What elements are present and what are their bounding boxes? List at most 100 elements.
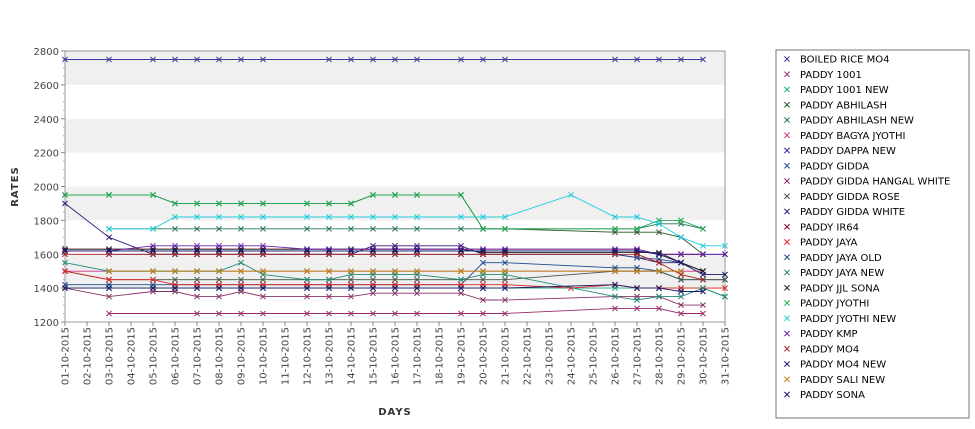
- data-point: [172, 200, 178, 207]
- data-point: [62, 268, 68, 275]
- data-point: [326, 214, 332, 220]
- data-point: [392, 247, 398, 254]
- data-point: [722, 251, 728, 258]
- data-point: [326, 310, 332, 317]
- legend-item: PADDY GIDDA WHITE: [784, 207, 905, 218]
- data-point: [502, 214, 508, 220]
- data-point: [458, 310, 464, 317]
- data-point: [502, 268, 508, 275]
- y-axis-title: RATES: [10, 166, 21, 207]
- data-point: [260, 200, 266, 207]
- data-point: [348, 214, 354, 220]
- data-point: [370, 310, 376, 317]
- data-point: [238, 200, 244, 207]
- data-point: [480, 259, 486, 266]
- data-point: [260, 285, 266, 292]
- data-point: [348, 247, 354, 254]
- x-tick-label: 09-10-2015: [237, 327, 248, 385]
- legend-marker: [784, 300, 790, 306]
- legend-marker: [784, 223, 790, 230]
- data-point: [612, 225, 618, 232]
- data-point: [502, 276, 508, 283]
- data-point: [216, 247, 222, 254]
- data-point: [172, 268, 178, 275]
- legend-item: PADDY ABHILASH NEW: [784, 116, 914, 127]
- data-point: [150, 268, 156, 275]
- data-point: [458, 290, 464, 297]
- data-point: [348, 310, 354, 317]
- data-point: [216, 310, 222, 317]
- series-16: [62, 192, 706, 232]
- data-point: [326, 276, 332, 283]
- legend-marker: [784, 254, 790, 261]
- data-point: [194, 56, 200, 63]
- data-point: [700, 271, 706, 278]
- data-point: [348, 276, 354, 283]
- x-tick-label: 02-10-2015: [83, 327, 94, 385]
- data-point: [678, 302, 684, 309]
- data-point: [62, 259, 68, 266]
- data-point: [634, 247, 640, 254]
- legend-marker: [784, 178, 790, 184]
- grid-band: [65, 51, 725, 85]
- data-point: [502, 297, 508, 303]
- data-point: [216, 200, 222, 207]
- data-point: [260, 276, 266, 283]
- data-point: [458, 276, 464, 283]
- data-point: [106, 293, 112, 300]
- data-point: [392, 192, 398, 198]
- series-21: [106, 268, 684, 275]
- data-point: [502, 259, 508, 266]
- x-tick-label: 07-10-2015: [193, 327, 204, 385]
- data-point: [722, 285, 728, 292]
- data-point: [722, 276, 728, 283]
- legend-marker: [784, 391, 790, 398]
- data-point: [194, 293, 200, 300]
- data-point: [348, 268, 354, 275]
- grid-band: [65, 186, 725, 221]
- legend-item: PADDY BAGYA JYOTHI: [784, 131, 905, 142]
- x-tick-label: 22-10-2015: [523, 327, 534, 385]
- data-point: [370, 247, 376, 254]
- data-point: [106, 225, 112, 232]
- data-point: [458, 192, 464, 198]
- data-point: [700, 56, 706, 63]
- data-point: [700, 288, 706, 295]
- data-point: [480, 225, 486, 232]
- data-point: [194, 225, 200, 232]
- data-point: [480, 285, 486, 292]
- data-point: [348, 285, 354, 292]
- x-tick-label: 27-10-2015: [633, 327, 644, 385]
- legend-item: PADDY ABHILASH: [784, 100, 887, 111]
- data-point: [348, 293, 354, 300]
- data-point: [700, 276, 706, 283]
- legend-marker: [784, 117, 790, 123]
- data-point: [326, 293, 332, 300]
- data-point: [348, 225, 354, 232]
- data-point: [612, 214, 618, 220]
- data-point: [414, 285, 420, 292]
- legend-marker: [784, 239, 790, 245]
- data-point: [722, 271, 728, 278]
- data-point: [392, 276, 398, 283]
- y-tick-label: 2200: [34, 149, 59, 160]
- data-point: [150, 192, 156, 198]
- data-point: [216, 285, 222, 292]
- series-18: [62, 242, 728, 258]
- data-point: [634, 305, 640, 312]
- data-point: [172, 56, 178, 63]
- legend-label: PADDY MO4 NEW: [800, 360, 886, 371]
- legend-item: PADDY JJL SONA: [784, 283, 880, 294]
- data-point: [392, 290, 398, 297]
- series-line: [64, 287, 703, 306]
- series-0: [62, 56, 706, 63]
- data-point: [216, 214, 222, 220]
- data-point: [656, 293, 662, 300]
- data-point: [656, 56, 662, 63]
- legend-item: PADDY GIDDA HANGAL WHITE: [784, 177, 950, 188]
- data-point: [700, 242, 706, 249]
- series-line: [65, 284, 703, 292]
- legend-item: PADDY IR64: [784, 222, 859, 233]
- grid-band: [65, 152, 725, 187]
- legend-box: [775, 49, 970, 419]
